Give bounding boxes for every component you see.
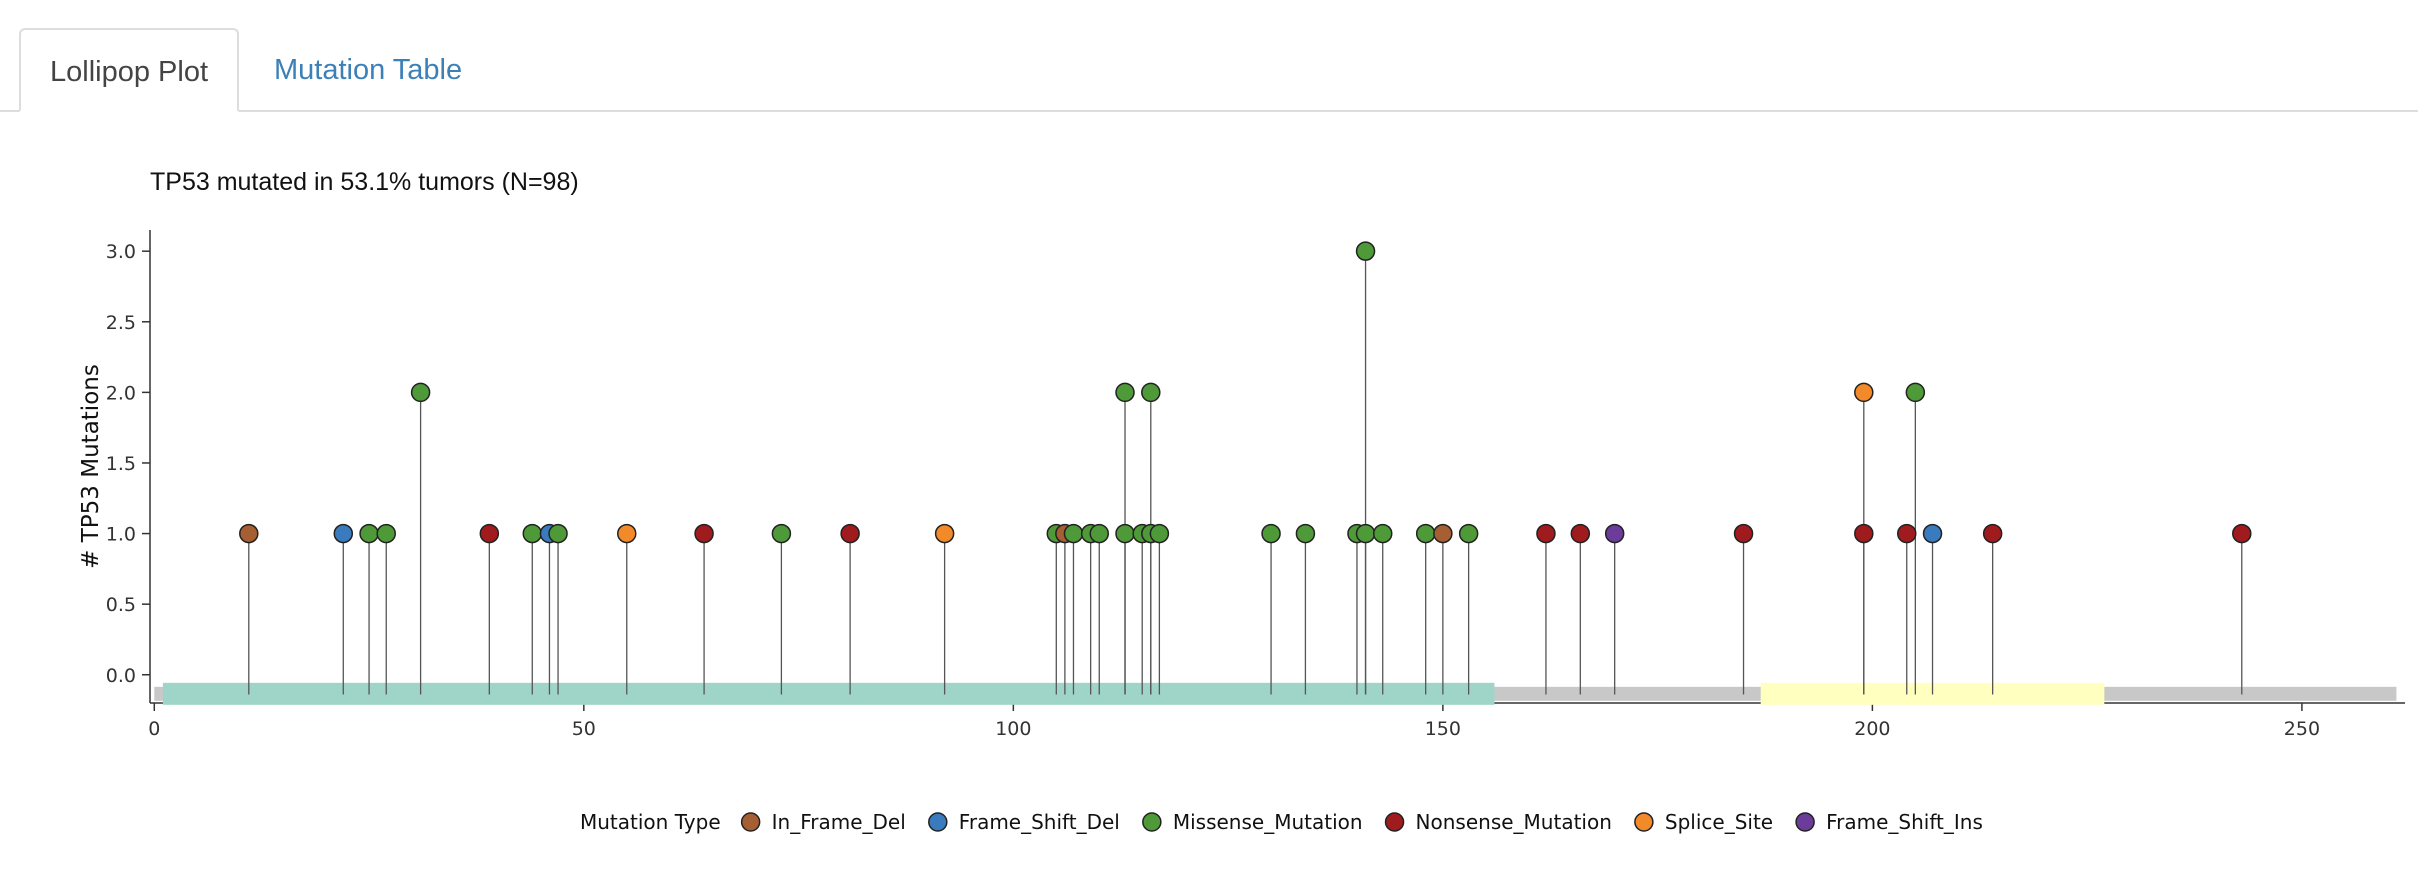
lollipop-chart: TP53 mutated in 53.1% tumors (N=98) # TP… [78, 168, 2405, 834]
x-tick-label: 150 [1425, 718, 1461, 740]
x-tick-label: 0 [148, 718, 160, 740]
lollipop-point [1141, 382, 1161, 403]
y-tick-label: 3.0 [106, 241, 136, 263]
lollipop-point [1733, 523, 1754, 544]
legend-label: Frame_Shift_Del [959, 810, 1120, 834]
y-tick-label: 1.0 [106, 524, 136, 546]
lollipop-point [359, 523, 379, 544]
legend-label: Frame_Shift_Ins [1826, 810, 1983, 834]
legend-label: Missense_Mutation [1173, 810, 1363, 834]
lollipop-point [333, 523, 354, 544]
lollipop-point [1536, 523, 1556, 544]
tab-lollipop-plot[interactable]: Lollipop Plot [19, 28, 239, 112]
lollipop-point [479, 523, 500, 544]
y-tick-label: 2.0 [106, 382, 136, 404]
lollipop-point [522, 523, 543, 544]
legend-title: Mutation Type [580, 810, 721, 834]
lollipop-point [548, 523, 568, 544]
tab-bar-divider [0, 110, 2418, 112]
protein-track [154, 682, 2397, 705]
legend-swatch [1384, 812, 1405, 832]
legend-swatch [740, 812, 761, 832]
lollipop-point [2232, 523, 2252, 544]
y-axis-title: # TP53 Mutations [78, 364, 104, 569]
tab-bar: Lollipop Plot Mutation Table [0, 0, 2418, 112]
lollipop-point [410, 382, 431, 403]
lollipop-point [617, 523, 637, 544]
lollipop-point [239, 523, 259, 544]
lollipop-point [1854, 523, 1874, 544]
lollipop-stems [248, 251, 2243, 695]
axes: 0.0 0.5 1.0 1.5 2.0 2.5 3.0 0 50 100 150 200 250 [106, 230, 2405, 740]
legend-label: Splice_Site [1665, 810, 1773, 834]
tab-mutation-table[interactable]: Mutation Table [274, 54, 463, 86]
y-tick-label: 0.5 [106, 594, 136, 616]
lollipop-point [1063, 523, 1084, 544]
x-tick-label: 50 [572, 718, 596, 740]
protein-domain [162, 682, 1495, 705]
legend: Mutation Type In_Frame_Del Frame_Shift_De… [580, 810, 1983, 834]
lollipop-point [376, 523, 396, 544]
legend-label: Nonsense_Mutation [1416, 810, 1612, 834]
lollipop-point [1897, 523, 1917, 544]
lollipop-point [1355, 241, 1376, 261]
lollipop-point [840, 523, 860, 544]
lollipop-point [1115, 523, 1135, 544]
lollipop-point [1415, 523, 1436, 544]
lollipop-point [1604, 523, 1625, 544]
y-tick-label: 1.5 [106, 453, 136, 475]
x-tick-label: 200 [1854, 718, 1890, 740]
lollipop-point [694, 523, 714, 544]
legend-label: In_Frame_Del [772, 810, 906, 834]
lollipop-point [1115, 382, 1135, 403]
x-tick-label: 250 [2284, 718, 2320, 740]
legend-swatch [928, 812, 948, 832]
lollipop-point [1570, 523, 1591, 544]
legend-swatch [1142, 812, 1162, 832]
legend-swatch [1634, 812, 1654, 832]
lollipop-point [1982, 523, 2003, 544]
lollipop-point [1149, 523, 1170, 544]
lollipop-point [1433, 523, 1453, 544]
lollipop-point [1295, 523, 1316, 544]
lollipop-point [934, 523, 955, 544]
lollipop-point [771, 523, 792, 544]
legend-swatch [1795, 812, 1815, 832]
lollipop-heads [239, 241, 2252, 544]
chart-title: TP53 mutated in 53.1% tumors (N=98) [150, 168, 579, 196]
lollipop-point [1261, 523, 1281, 544]
lollipop-point [1922, 523, 1943, 544]
x-tick-label: 100 [995, 718, 1031, 740]
lollipop-point [1905, 382, 1926, 403]
lollipop-point [1089, 523, 1109, 544]
lollipop-point [1854, 382, 1874, 403]
y-tick-label: 2.5 [106, 312, 136, 334]
y-tick-label: 0.0 [106, 665, 136, 687]
lollipop-point [1372, 523, 1393, 544]
lollipop-point [1458, 523, 1479, 544]
lollipop-point [1355, 523, 1376, 544]
